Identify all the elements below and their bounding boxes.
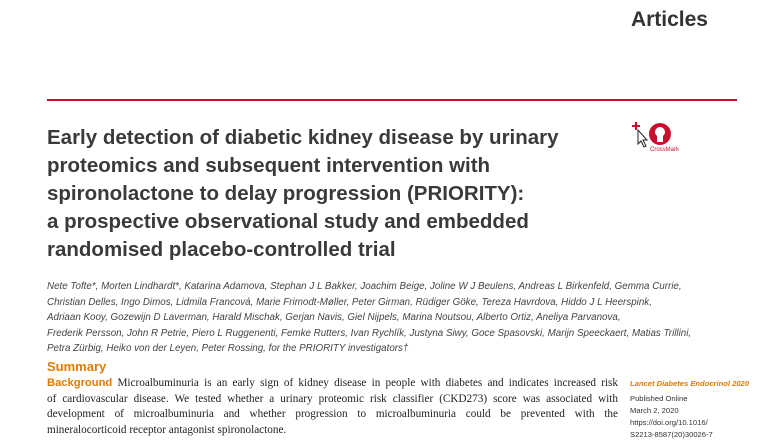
crossmark-label: CrossMark — [650, 147, 680, 153]
summary-text: mineralocorticoid receptor antagonist sp… — [47, 423, 287, 436]
title-line: a prospective observational study and em… — [47, 210, 529, 233]
summary-line: of cardiovascular disease. We tested whe… — [47, 392, 618, 408]
summary-text: development of microalbuminuria and whet… — [47, 408, 618, 420]
crossmark-icon[interactable] — [628, 118, 684, 158]
side-line: March 2, 2020 — [630, 406, 679, 415]
author-line: Christian Delles, Ingo Dimos, Lidmila Fr… — [47, 296, 652, 308]
side-info: Lancet Diabetes Endocrinol 2020 Publishe… — [630, 378, 749, 441]
journal-citation: Lancet Diabetes Endocrinol 2020 — [630, 379, 750, 388]
summary-text: of cardiovascular disease. We tested whe… — [47, 392, 618, 405]
section-label: Background — [47, 377, 113, 389]
header-rule — [47, 99, 737, 101]
summary-text: Microalbuminuria is an early sign of kid… — [117, 377, 618, 389]
title-line: Early detection of diabetic kidney disea… — [47, 126, 559, 149]
article-title: Early detection of diabetic kidney disea… — [47, 124, 607, 264]
title-line: randomised placebo-controlled trial — [47, 238, 396, 261]
summary-text: Background Microalbuminuria is an early … — [47, 376, 618, 438]
summary-line: mineralocorticoid receptor antagonist sp… — [47, 423, 618, 439]
author-line: Adriaan Kooy, Gozewijn D Laverman, Haral… — [47, 312, 621, 324]
summary-line: Background Microalbuminuria is an early … — [47, 376, 618, 392]
summary-line: development of microalbuminuria and whet… — [47, 407, 618, 423]
author-line: Nete Tofte*, Morten Lindhardt*, Katarina… — [47, 281, 682, 292]
section-label: Articles — [630, 8, 708, 31]
summary-heading: Summary — [47, 359, 107, 374]
side-line: https://doi.org/10.1016/ — [630, 418, 708, 427]
author-list: Nete Tofte*, Morten Lindhardt*, Katarina… — [47, 279, 691, 357]
author-line: Frederik Persson, John R Petrie, Piero L… — [47, 327, 692, 339]
side-line: S2213-8587(20)30026-7 — [630, 430, 713, 439]
side-line: Published Online — [630, 394, 688, 403]
author-line: Petra Zürbig, Heiko von der Leyen, Peter… — [47, 343, 409, 355]
title-line: spironolactone to delay progression (PRI… — [47, 182, 525, 205]
title-line: proteomics and subsequent intervention w… — [47, 154, 491, 177]
